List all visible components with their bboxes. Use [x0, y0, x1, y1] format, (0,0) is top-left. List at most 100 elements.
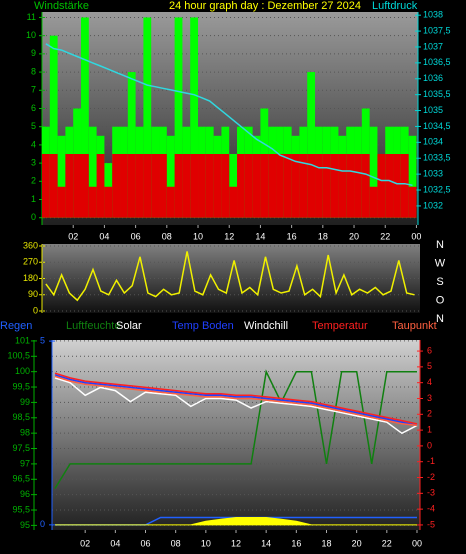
y2-tick-label: 1034,5 [423, 121, 451, 131]
y-tick-label: 98 [20, 428, 30, 438]
compass-label: N [436, 313, 444, 325]
y2-tick-label: 1037 [423, 41, 443, 51]
line [54, 374, 418, 427]
plot-area [52, 340, 420, 530]
bar [369, 186, 378, 218]
y-tick-label: 7 [31, 85, 36, 95]
y2-tick-label: -2 [427, 472, 435, 482]
y-tick-label: 1 [31, 194, 36, 204]
plot-area [42, 244, 420, 313]
y2-tick-label: 1033 [423, 169, 443, 179]
compass-label: N [436, 239, 444, 251]
y-tick-label: 98,5 [12, 412, 30, 422]
bar [65, 154, 74, 218]
y2-tick-label: -3 [427, 488, 435, 498]
bar [369, 126, 378, 218]
y-tick-label: 4 [31, 139, 36, 149]
bar [244, 154, 253, 218]
legend-entry: Regen [0, 320, 32, 332]
compass-label: O [436, 294, 445, 306]
y-tick-label: 2 [31, 176, 36, 186]
y-tick-label: 0 [33, 305, 38, 315]
bar [88, 126, 97, 218]
y2-tick-label: -1 [427, 456, 435, 466]
y2-tick-label: 1032 [423, 200, 443, 210]
bar [96, 154, 105, 218]
bar [57, 186, 66, 218]
x-tick-label: 14 [261, 538, 271, 548]
bar [346, 154, 355, 218]
line [45, 251, 415, 302]
bar [166, 186, 175, 218]
y-tick-label: 270 [23, 257, 38, 267]
bar [361, 154, 370, 218]
compass-label: W [435, 257, 446, 269]
bar [104, 186, 113, 218]
bar [276, 154, 284, 218]
bar [229, 186, 238, 218]
bar [49, 154, 58, 218]
bar [354, 154, 362, 218]
bar [291, 154, 300, 218]
x-tick-label: 22 [382, 538, 392, 548]
y2-tick-label: 1037,5 [423, 25, 451, 35]
bar [81, 154, 89, 218]
y-tick-label: 99 [20, 397, 30, 407]
x-tick-label: 16 [287, 231, 297, 241]
y2-tick-label: 2 [427, 409, 432, 419]
bar [190, 17, 199, 218]
y-tick-label: 6 [31, 103, 36, 113]
x-tick-label: 12 [224, 231, 234, 241]
legend-entry: Luftfeuchte [66, 320, 120, 332]
bar [315, 154, 323, 218]
x-tick-label: 10 [193, 231, 203, 241]
y-tick-label: 100 [15, 366, 30, 376]
x-tick-label: 04 [99, 231, 109, 241]
y2-tick-label: -5 [427, 519, 435, 529]
x-tick-label: 08 [162, 231, 172, 241]
bar [385, 154, 394, 218]
bar [182, 154, 191, 218]
bar [330, 154, 339, 218]
x-tick-label: 06 [131, 231, 141, 241]
bar [400, 154, 409, 218]
x-tick-label: 08 [171, 538, 181, 548]
bar [322, 154, 331, 218]
x-tick-label: 02 [68, 231, 78, 241]
chart-title: 24 hour graph day : Dezember 27 2024 [169, 0, 361, 12]
y-tick-label: 180 [23, 273, 38, 283]
bar [143, 154, 152, 218]
bar [112, 154, 121, 218]
y2-tick-label: 1033,5 [423, 153, 451, 163]
bar [408, 186, 417, 218]
y2-tick-label: 1038 [423, 10, 443, 20]
y-tick-label: 360 [23, 240, 38, 250]
bar [268, 154, 277, 218]
bar [198, 154, 206, 218]
bar [307, 154, 316, 218]
y2-tick-label: 1 [427, 424, 432, 434]
line [54, 375, 418, 427]
x-tick-label: 18 [318, 231, 328, 241]
y2-tick-label: 1032,5 [423, 184, 451, 194]
x-tick-label: 20 [349, 231, 359, 241]
y3-tick-label: 5 [40, 335, 45, 345]
bar [237, 154, 245, 218]
bar [283, 154, 292, 218]
bar [260, 154, 269, 218]
line [45, 43, 413, 187]
bar [135, 154, 144, 218]
y3-tick-label: 0 [40, 519, 45, 529]
y-tick-label: 97,5 [12, 443, 30, 453]
line [54, 377, 418, 435]
y2-tick-label: 1036 [423, 73, 443, 83]
bar [120, 154, 128, 218]
y2-tick-label: 1034 [423, 137, 443, 147]
compass-label: S [436, 276, 443, 288]
x-tick-label: 22 [380, 231, 390, 241]
bar [159, 154, 167, 218]
y-tick-label: 95,5 [12, 504, 30, 514]
bar [338, 154, 347, 218]
x-tick-label: 16 [291, 538, 301, 548]
